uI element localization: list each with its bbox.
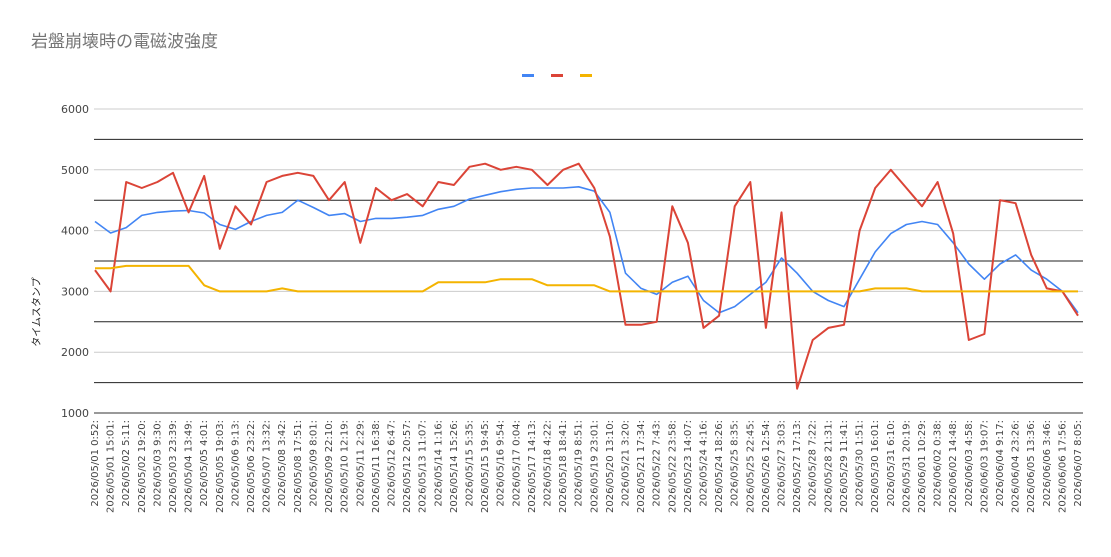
chart-title: 岩盤崩壊時の電磁波強度 — [31, 32, 218, 52]
x-tick-label: 2026/05/09 22:10: — [324, 420, 335, 513]
x-tick-label: 2026/05/06 9:13: — [230, 420, 241, 507]
x-tick-label: 2026/05/31 20:19: — [901, 420, 912, 513]
x-tick-label: 2026/05/19 23:01: — [589, 420, 600, 513]
series-line-2 — [94, 162, 1079, 390]
legend — [522, 74, 592, 77]
x-tick-label: 2026/06/03 4:58: — [964, 420, 975, 507]
x-tick-label: 2026/05/17 14:13: — [527, 420, 538, 513]
x-tick-label: 2026/06/04 9:17: — [995, 420, 1006, 507]
y-tick-label: 6000 — [61, 103, 89, 116]
x-tick-label: 2026/05/26 12:54: — [761, 420, 772, 513]
x-tick-label: 2026/05/12 20:57: — [402, 420, 413, 513]
x-tick-label: 2026/05/14 1:16: — [433, 420, 444, 507]
x-tick-label: 2026/05/17 0:04: — [511, 420, 522, 507]
x-tick-label: 2026/05/27 17:13: — [792, 420, 803, 513]
x-tick-label: 2026/05/18 4:22: — [543, 420, 554, 507]
x-tick-label: 2026/05/01 15:01: — [106, 420, 117, 513]
x-tick-label: 2026/05/09 8:01: — [308, 420, 319, 507]
x-tick-label: 2026/05/25 8:35: — [730, 420, 741, 507]
x-tick-label: 2026/05/24 4:16: — [699, 420, 710, 507]
x-tick-label: 2026/05/23 14:07: — [683, 420, 694, 513]
x-tick-label: 2026/05/21 3:20: — [621, 420, 632, 507]
x-tick-label: 2026/06/03 19:07: — [979, 420, 990, 513]
x-tick-label: 2026/05/11 2:29: — [355, 420, 366, 507]
x-tick-label: 2026/05/24 18:26: — [714, 420, 725, 513]
x-tick-label: 2026/05/30 16:01: — [870, 420, 881, 513]
x-tick-label: 2026/05/22 7:43: — [652, 420, 663, 507]
x-tick-label: 2026/05/08 3:42: — [277, 420, 288, 507]
x-tick-label: 2026/05/13 11:07: — [418, 420, 429, 513]
x-tick-label: 2026/05/27 3:03: — [777, 420, 788, 507]
x-tick-label: 2026/06/06 3:46: — [1042, 420, 1053, 507]
x-axis-ticks: 2026/05/01 0:52: 2026/05/01 15:01: 2026/05… — [90, 420, 1084, 513]
x-tick-label: 2026/05/02 19:20: — [137, 420, 148, 513]
series-line-3 — [95, 264, 1078, 293]
x-tick-label: 2026/05/10 12:19: — [340, 420, 351, 513]
y-tick-label: 4000 — [61, 225, 89, 238]
x-tick-label: 2026/05/07 13:32: — [262, 420, 273, 513]
series-line-1 — [94, 186, 1079, 314]
y-axis-label: タイムスタンプ — [31, 277, 43, 347]
x-tick-label: 2026/05/14 15:26: — [449, 420, 460, 513]
x-tick-label: 2026/05/19 8:51: — [574, 420, 585, 507]
x-tick-label: 2026/06/06 17:56: — [1057, 420, 1068, 513]
y-tick-label: 5000 — [61, 164, 89, 177]
x-tick-label: 2026/05/12 6:47: — [387, 420, 398, 507]
gridlines — [94, 108, 1083, 414]
x-tick-label: 2026/05/21 17:34: — [636, 420, 647, 513]
y-tick-label: 2000 — [61, 346, 89, 359]
y-tick-label: 1000 — [61, 407, 89, 420]
x-tick-label: 2026/05/04 13:49: — [184, 420, 195, 513]
x-tick-label: 2026/05/31 6:10: — [886, 420, 897, 507]
x-tick-label: 2026/05/18 18:41: — [558, 420, 569, 513]
x-tick-label: 2026/05/06 23:22: — [246, 420, 257, 513]
x-tick-label: 2026/06/04 23:26: — [1011, 420, 1022, 513]
x-tick-label: 2026/05/25 22:45: — [745, 420, 756, 513]
x-tick-label: 2026/05/16 9:54: — [496, 420, 507, 507]
x-tick-label: 2026/06/02 14:48: — [948, 420, 959, 513]
x-tick-label: 2026/05/01 0:52: — [90, 420, 101, 507]
x-tick-label: 2026/05/03 9:30: — [152, 420, 163, 507]
x-tick-label: 2026/06/02 0:38: — [933, 420, 944, 507]
x-tick-label: 2026/05/02 5:11: — [121, 420, 132, 507]
x-tick-label: 2026/06/01 10:29: — [917, 420, 928, 513]
series-lines — [94, 162, 1079, 390]
y-axis-ticks: 1000 2000 3000 4000 5000 6000 — [61, 103, 89, 420]
x-tick-label: 2026/05/30 1:51: — [855, 420, 866, 507]
x-tick-label: 2026/05/29 11:41: — [839, 420, 850, 513]
x-tick-label: 2026/05/22 23:58: — [667, 420, 678, 513]
x-tick-label: 2026/05/11 16:38: — [371, 420, 382, 513]
x-tick-label: 2026/05/08 17:51: — [293, 420, 304, 513]
y-tick-label: 3000 — [61, 285, 89, 298]
x-tick-label: 2026/05/28 7:22: — [808, 420, 819, 507]
x-tick-label: 2026/06/07 8:05: — [1073, 420, 1084, 507]
x-tick-label: 2026/05/15 5:35: — [465, 420, 476, 507]
x-tick-label: 2026/06/05 13:36: — [1026, 420, 1037, 513]
x-tick-label: 2026/05/03 23:39: — [168, 420, 179, 513]
legend-swatch-1 — [522, 74, 534, 77]
x-tick-label: 2026/05/05 4:01: — [199, 420, 210, 507]
legend-swatch-2 — [551, 74, 563, 77]
x-tick-label: 2026/05/20 13:10: — [605, 420, 616, 513]
x-tick-label: 2026/05/28 21:31: — [823, 420, 834, 513]
x-tick-label: 2026/05/15 19:45: — [480, 420, 491, 513]
x-tick-label: 2026/05/05 19:03: — [215, 420, 226, 513]
legend-swatch-3 — [580, 74, 592, 77]
